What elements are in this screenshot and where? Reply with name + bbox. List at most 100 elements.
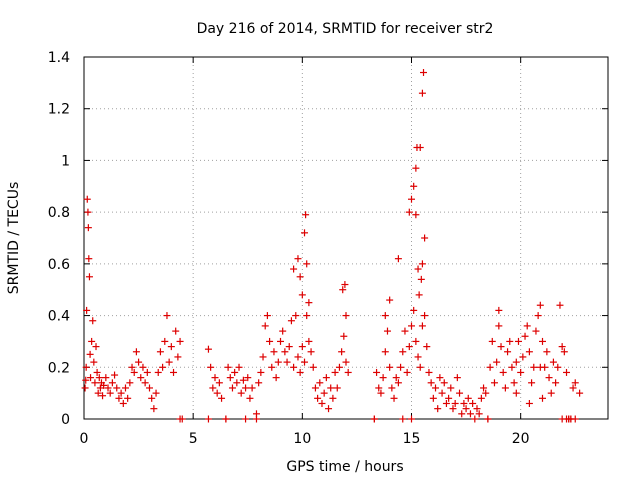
data-point	[244, 374, 252, 382]
data-point	[316, 379, 324, 387]
data-point	[176, 337, 184, 345]
data-point	[442, 399, 450, 407]
data-point	[342, 312, 350, 320]
data-point	[414, 353, 422, 361]
data-point	[499, 368, 507, 376]
data-point	[279, 327, 287, 335]
data-point	[176, 415, 184, 423]
data-point	[392, 374, 400, 382]
x-tick-label: 10	[293, 431, 311, 447]
data-point	[399, 415, 407, 423]
data-point	[83, 306, 91, 314]
data-point	[303, 260, 311, 268]
data-point	[305, 337, 313, 345]
data-point	[379, 374, 387, 382]
data-point	[318, 399, 326, 407]
data-point	[410, 306, 418, 314]
x-tick-label: 0	[80, 431, 89, 447]
data-point	[222, 415, 230, 423]
data-point	[88, 337, 96, 345]
data-point	[523, 322, 531, 330]
data-point	[482, 389, 490, 397]
data-point	[128, 363, 136, 371]
data-point	[226, 374, 234, 382]
data-point	[506, 337, 514, 345]
data-point	[329, 394, 337, 402]
data-point	[170, 368, 178, 376]
data-point	[309, 363, 317, 371]
data-point	[325, 405, 333, 413]
data-point	[143, 368, 151, 376]
data-point	[292, 312, 300, 320]
data-point	[287, 317, 295, 325]
data-point	[248, 384, 256, 392]
y-tick-label: 0.4	[48, 309, 70, 325]
data-point	[528, 379, 536, 387]
data-point	[266, 337, 274, 345]
data-point	[495, 306, 503, 314]
y-tick-label: 0.2	[48, 360, 70, 376]
y-tick-label: 0	[61, 412, 70, 428]
data-point	[135, 358, 143, 366]
data-point	[421, 234, 429, 242]
data-point	[301, 229, 309, 237]
data-point	[405, 208, 413, 216]
data-point	[397, 363, 405, 371]
data-point	[563, 368, 571, 376]
data-point	[233, 379, 241, 387]
data-point	[242, 384, 250, 392]
data-point	[458, 410, 466, 418]
axis-ticks: 0 5 10 15 20 0 0.2 0.4 0.6 0.8 1 1.2 1.4	[48, 50, 608, 447]
data-point	[434, 405, 442, 413]
data-point	[438, 389, 446, 397]
data-point	[370, 415, 378, 423]
data-point	[165, 358, 173, 366]
data-point	[204, 345, 212, 353]
y-tick-label: 1.2	[48, 102, 70, 118]
data-point	[536, 363, 544, 371]
data-point	[480, 384, 488, 392]
data-point	[427, 379, 435, 387]
data-point	[403, 368, 411, 376]
data-point	[239, 376, 247, 384]
data-point	[113, 384, 121, 392]
data-point	[401, 327, 409, 335]
data-point	[252, 415, 260, 423]
data-point	[477, 394, 485, 402]
data-point	[504, 348, 512, 356]
x-axis-label: GPS time / hours	[286, 459, 403, 475]
data-point	[296, 368, 304, 376]
plot-frame	[83, 56, 609, 420]
data-point	[150, 405, 158, 413]
data-point	[558, 343, 566, 351]
data-point	[534, 312, 542, 320]
data-point	[89, 317, 97, 325]
data-point	[322, 374, 330, 382]
data-point	[108, 379, 116, 387]
data-point	[102, 374, 110, 382]
data-point	[146, 384, 153, 392]
data-point	[268, 363, 276, 371]
data-point	[148, 394, 156, 402]
data-point	[525, 399, 533, 407]
data-point	[408, 195, 415, 203]
data-point	[539, 394, 546, 402]
data-point	[375, 384, 383, 392]
data-point	[302, 211, 310, 219]
data-point	[418, 89, 426, 97]
data-point	[447, 384, 455, 392]
data-point	[383, 327, 391, 335]
data-point	[307, 348, 315, 356]
data-point	[453, 374, 461, 382]
data-point	[333, 384, 341, 392]
data-point	[512, 358, 520, 366]
data-point	[473, 405, 481, 413]
data-point	[228, 384, 236, 392]
y-tick-label: 0.6	[48, 257, 70, 273]
data-point	[425, 368, 433, 376]
data-point	[405, 343, 413, 351]
data-point	[549, 358, 557, 366]
data-point	[490, 379, 498, 387]
data-point	[508, 363, 516, 371]
data-point	[296, 273, 304, 281]
